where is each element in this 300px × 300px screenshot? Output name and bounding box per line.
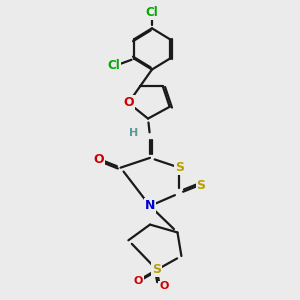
Text: S: S bbox=[196, 179, 206, 192]
Text: Cl: Cl bbox=[107, 59, 120, 72]
Text: O: O bbox=[123, 96, 134, 110]
Text: H: H bbox=[129, 128, 138, 138]
Text: Cl: Cl bbox=[146, 6, 158, 19]
Text: O: O bbox=[94, 153, 104, 166]
Text: S: S bbox=[152, 263, 161, 276]
Text: O: O bbox=[134, 275, 143, 286]
Text: O: O bbox=[159, 281, 168, 291]
Text: N: N bbox=[145, 200, 155, 212]
Text: S: S bbox=[175, 161, 184, 174]
